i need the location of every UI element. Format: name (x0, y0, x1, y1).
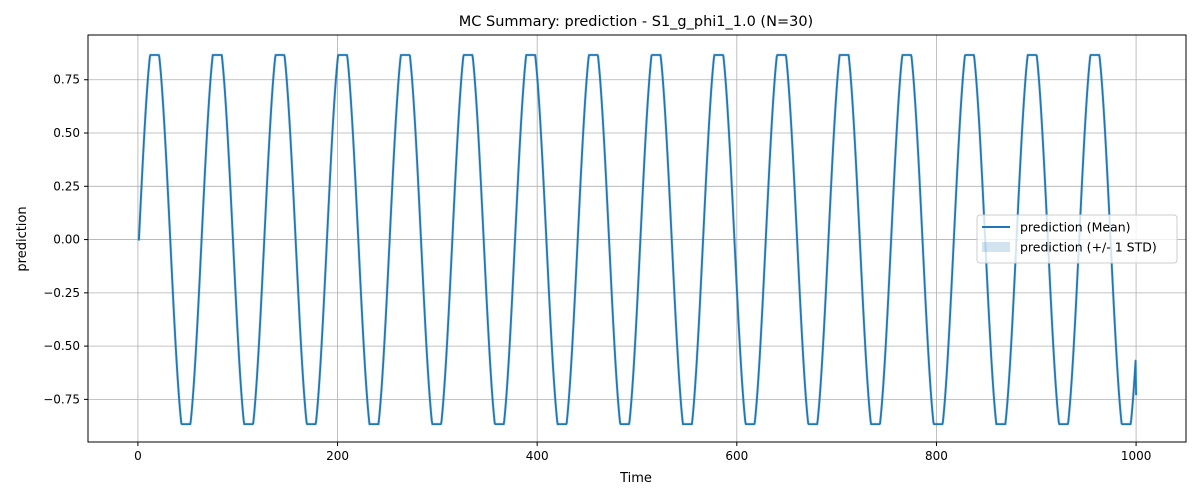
y-tick-label: 0.00 (53, 233, 80, 247)
axes-frame (87, 34, 1187, 443)
legend-std-swatch (982, 242, 1010, 252)
x-tick-label: 400 (526, 449, 549, 463)
legend-mean-label: prediction (Mean) (1020, 220, 1131, 235)
x-tick-label: 0 (134, 449, 142, 463)
legend-box (976, 214, 1178, 264)
x-axis-label: Time (619, 471, 652, 486)
x-ticks: 0 200 400 600 800 1000 (134, 442, 1151, 463)
y-tick-label: −0.25 (43, 286, 80, 300)
series-line-prediction-mean (137, 54, 1137, 425)
legend: prediction (Mean) prediction (+/- 1 STD) (976, 214, 1178, 264)
legend-std-label: prediction (+/- 1 STD) (1020, 240, 1157, 255)
series-layer (137, 54, 1137, 425)
y-ticks: −0.75 −0.50 −0.25 0.00 0.25 0.50 0.75 (43, 73, 88, 406)
x-tick-label: 200 (326, 449, 349, 463)
y-tick-label: −0.50 (43, 339, 80, 353)
x-tick-label: 800 (925, 449, 948, 463)
y-axis-label: prediction (15, 206, 30, 271)
y-tick-label: 0.50 (53, 126, 80, 140)
x-tick-label: 1000 (1121, 449, 1152, 463)
y-tick-label: −0.75 (43, 392, 80, 406)
y-tick-label: 0.75 (53, 73, 80, 87)
x-tick-label: 600 (725, 449, 748, 463)
y-tick-label: 0.25 (53, 179, 80, 193)
chart-title: MC Summary: prediction - S1_g_phi1_1.0 (… (459, 14, 813, 30)
